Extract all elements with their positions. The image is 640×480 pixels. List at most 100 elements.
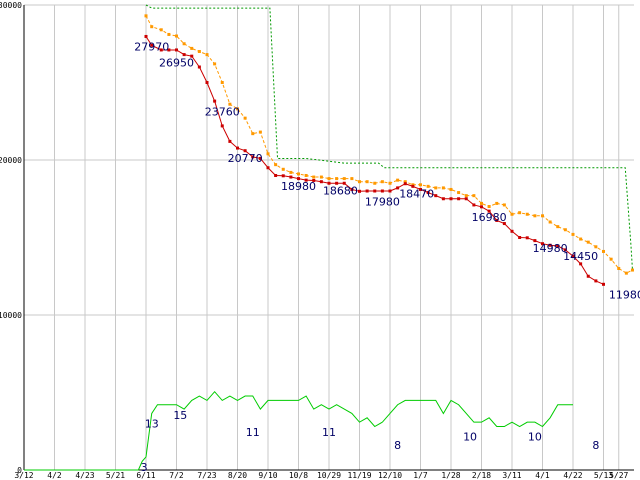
y-tick-label: 20000 xyxy=(0,156,22,165)
chart-series xyxy=(24,4,634,471)
x-tick-label: 1/28 xyxy=(441,471,460,480)
series-1-point-60 xyxy=(602,249,605,253)
y-tick-label: 0 xyxy=(17,466,22,475)
series-line-1 xyxy=(145,15,633,274)
secondary-data-label: 11 xyxy=(322,426,336,439)
data-label: 14450 xyxy=(563,250,598,263)
x-tick-label: 11/19 xyxy=(347,471,371,480)
series-1-point-12 xyxy=(236,107,239,111)
series-2-point-58 xyxy=(586,274,590,278)
secondary-data-label: 8 xyxy=(592,439,599,452)
series-1-point-34 xyxy=(403,180,407,184)
series-1-point-24 xyxy=(327,177,331,181)
series-1-point-30 xyxy=(373,181,377,185)
series-1-point-15 xyxy=(258,130,262,134)
x-tick-label: 4/2 xyxy=(47,471,62,480)
secondary-data-label: 11 xyxy=(246,426,260,439)
chart-grid xyxy=(23,4,634,471)
y-tick-labels: 0 10000 20000 30000 xyxy=(0,1,22,475)
series-2-point-10 xyxy=(220,124,224,128)
series-1-point-22 xyxy=(312,175,316,179)
series-1-point-18 xyxy=(281,167,285,171)
series-1-point-4 xyxy=(175,34,178,38)
series-1-point-35 xyxy=(411,183,415,187)
series-2-point-40 xyxy=(449,197,453,201)
series-1-point-11 xyxy=(228,102,232,106)
series-2-point-31 xyxy=(380,189,384,193)
series-1-point-26 xyxy=(342,177,346,181)
series-2-point-28 xyxy=(358,189,361,193)
series-2-point-25 xyxy=(335,181,339,185)
series-1-point-0 xyxy=(144,14,148,18)
series-1-point-40 xyxy=(449,187,453,191)
series-2-point-52 xyxy=(541,242,544,246)
data-label: 26950 xyxy=(159,56,194,69)
data-labels: 27970 26950 23760 20770 18980 18680 1798018470… xyxy=(134,40,640,301)
x-tick-label: 5/13 xyxy=(594,471,613,480)
series-1-point-56 xyxy=(571,232,575,236)
series-1-point-5 xyxy=(182,42,186,46)
series-2-point-57 xyxy=(579,262,583,266)
series-2-point-9 xyxy=(213,99,217,103)
series-2-point-45 xyxy=(487,209,491,213)
series-2-point-20 xyxy=(297,177,300,181)
x-tick-label: 7/23 xyxy=(197,471,216,480)
x-tick-labels: 3/12 4/2 4/23 5/21 6/11 7/2 7/23 8/20 9/10 10/8 10… xyxy=(14,471,628,480)
series-1-point-48 xyxy=(510,212,514,216)
series-1-point-33 xyxy=(396,178,400,182)
series-2-point-29 xyxy=(365,189,369,193)
series-2-point-12 xyxy=(236,146,239,150)
data-label: 14980 xyxy=(533,242,568,255)
series-line-0 xyxy=(145,4,633,271)
series-2-point-37 xyxy=(426,191,430,195)
series-2-point-46 xyxy=(495,218,499,222)
series-1-point-55 xyxy=(563,228,567,232)
series-1-point-41 xyxy=(457,191,461,195)
series-1-point-10 xyxy=(220,81,224,84)
series-2-point-17 xyxy=(274,174,278,177)
series-1-point-44 xyxy=(480,201,483,205)
series-1-point-13 xyxy=(243,116,247,120)
data-label: 27970 xyxy=(134,40,169,53)
series-2-point-14 xyxy=(251,155,255,159)
series-2-point-18 xyxy=(281,174,285,178)
series-2-point-59 xyxy=(594,279,598,283)
series-2-point-8 xyxy=(205,81,209,84)
data-label: 20770 xyxy=(228,152,263,165)
series-1-point-39 xyxy=(441,186,445,190)
series-1-point-57 xyxy=(579,237,583,241)
x-tick-label: 10/8 xyxy=(289,471,308,480)
series-1-point-27 xyxy=(350,177,354,181)
data-label: 18680 xyxy=(323,184,358,197)
series-1-point-29 xyxy=(365,180,369,184)
series-1-point-63 xyxy=(624,271,628,275)
series-2-point-56 xyxy=(571,254,575,258)
series-2-point-21 xyxy=(304,178,308,182)
series-1-point-31 xyxy=(380,180,384,184)
x-tick-label: 3/12 xyxy=(14,471,33,480)
series-1-point-9 xyxy=(213,62,217,66)
data-label: 16980 xyxy=(472,211,507,224)
series-2-point-3 xyxy=(167,48,171,52)
series-2-point-16 xyxy=(266,166,270,170)
series-2-point-48 xyxy=(510,229,514,233)
series-1-point-23 xyxy=(319,175,323,179)
series-2-point-32 xyxy=(388,189,392,193)
series-1-point-32 xyxy=(388,181,392,185)
series-2-point-2 xyxy=(159,48,163,52)
secondary-data-label: 3 xyxy=(141,461,148,474)
series-2-point-26 xyxy=(342,181,346,185)
series-1-point-37 xyxy=(426,184,430,188)
data-label: 17980 xyxy=(365,195,400,208)
series-1-point-16 xyxy=(266,152,270,156)
series-2-point-15 xyxy=(258,156,262,160)
series-2-point-54 xyxy=(556,244,560,248)
series-1-point-21 xyxy=(304,174,308,177)
series-1-point-25 xyxy=(335,177,339,181)
series-1-point-36 xyxy=(419,183,422,187)
x-tick-label: 5/21 xyxy=(106,471,125,480)
x-tick-label: 1/7 xyxy=(413,471,428,480)
series-2-point-50 xyxy=(525,236,529,240)
series-1-point-43 xyxy=(472,194,476,198)
